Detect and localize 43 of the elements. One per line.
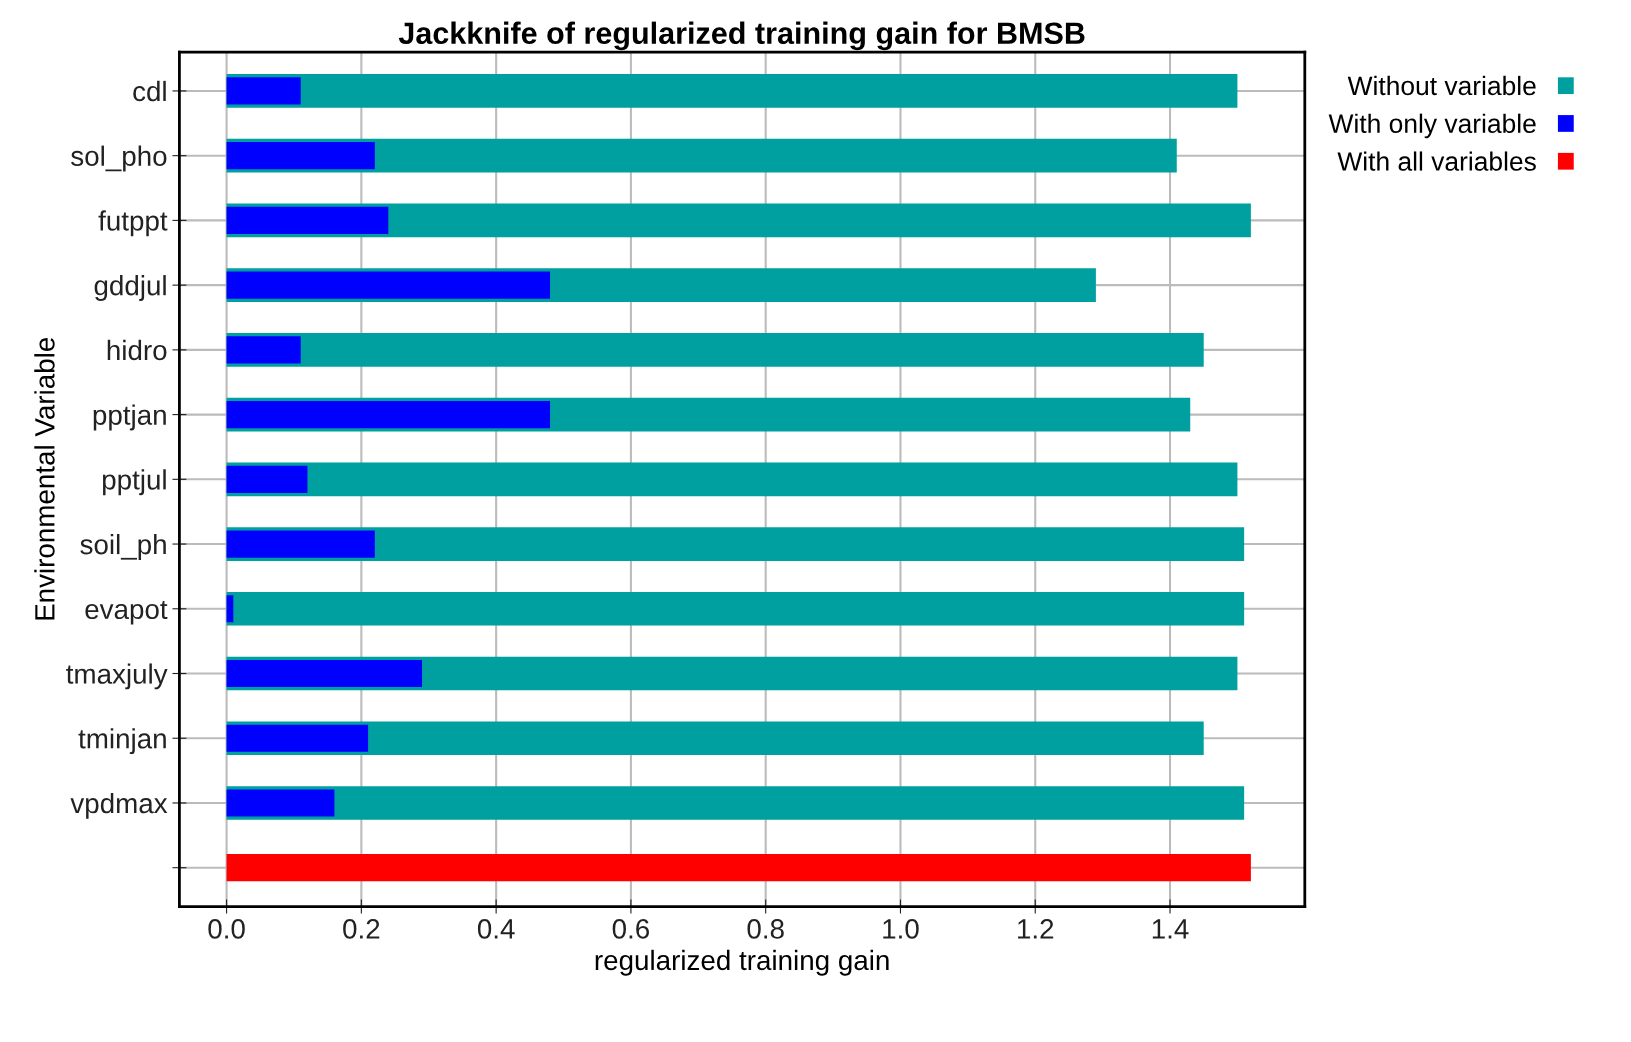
y-tick-label: cdl (133, 80, 166, 102)
chart-title: Jackknife of regularized training gain for BMSB (398, 21, 1085, 51)
x-tick-label: 0.4 (477, 919, 515, 939)
bar (226, 462, 1238, 497)
x-tick-label: 0.6 (612, 919, 649, 939)
y-tick-label: sol_pho (71, 145, 167, 172)
bar (226, 465, 308, 493)
bar (226, 659, 423, 688)
bar (226, 336, 301, 364)
y-tick-label: pptjan (93, 404, 166, 431)
bar (226, 333, 1204, 367)
legend-label: With all variables (1337, 151, 1536, 171)
y-tick-label: tmaxjuly (66, 663, 168, 690)
bar (226, 786, 1245, 820)
y-tick-label: futppt (98, 210, 168, 237)
bar (226, 206, 389, 234)
legend-label: Without variable (1347, 75, 1536, 96)
y-tick-label: pptjul (103, 469, 166, 496)
x-tick-label: 1.2 (1018, 919, 1054, 939)
bar (226, 271, 551, 299)
bar (226, 591, 1245, 626)
y-tick-label: gddjul (94, 275, 166, 301)
y-tick-label: evapot (85, 600, 168, 625)
x-tick-label: 0.0 (208, 919, 245, 939)
bar (226, 789, 335, 817)
bar (226, 724, 369, 752)
bar (226, 854, 1251, 882)
bar (226, 530, 375, 558)
x-tick-label: 0.8 (747, 919, 784, 939)
bar (226, 142, 375, 170)
x-tick-label: 1.0 (883, 919, 919, 939)
bar (226, 401, 551, 429)
y-tick-label: soil_ph (80, 533, 166, 560)
y-axis-title: Environmental Variable (34, 337, 55, 620)
legend-label: With only variable (1328, 113, 1536, 139)
y-tick-label: vpdmax (70, 792, 168, 819)
x-axis-title: regularized training gain (595, 949, 889, 976)
bar (226, 74, 1238, 108)
y-tick-label: hidro (107, 339, 167, 361)
x-tick-label: 0.2 (343, 919, 380, 939)
bar (226, 77, 301, 105)
y-tick-label: tminjan (78, 728, 166, 755)
x-tick-label: 1.4 (1152, 919, 1189, 939)
